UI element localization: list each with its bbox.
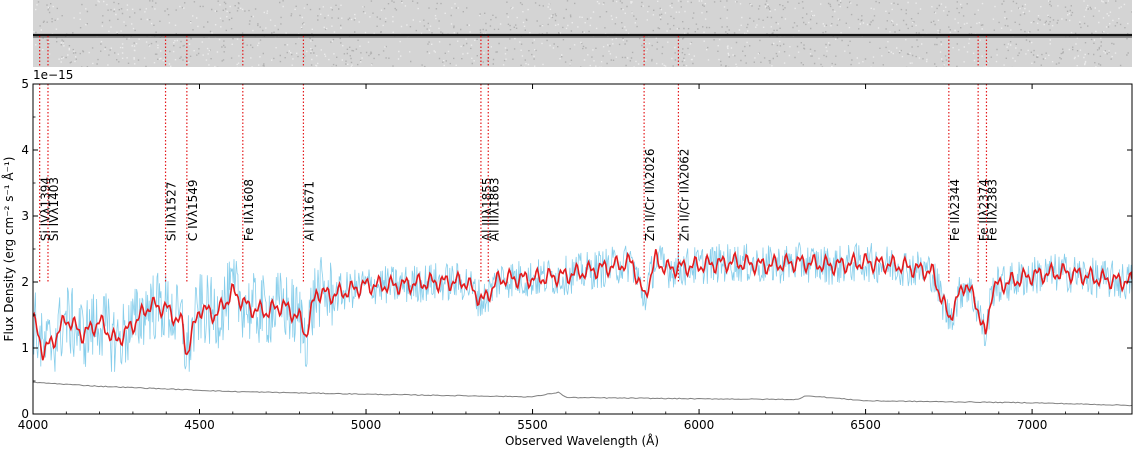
absorption-line-label: Si IVλ1394: [39, 177, 53, 241]
x-axis-ticks: 4000 4500 5000 5500 6000 6500 7000: [18, 84, 1100, 432]
spectrum-2d-background: [33, 0, 1132, 67]
absorption-line-label: Al IIIλ1855: [480, 177, 494, 241]
raw-flux-series: [33, 242, 1132, 372]
spectrum-2d-panel: [33, 0, 1132, 67]
absorption-line-label: Fe IIλ2344: [948, 179, 962, 241]
absorption-line-label: Si IIλ1527: [165, 182, 179, 241]
smoothed-flux-line: [33, 249, 1132, 361]
x-tick-label: 5500: [517, 418, 548, 432]
absorption-line-label: Si IVλ1403: [47, 177, 61, 241]
spectrum-2d-noise-dark: [35, 0, 1132, 67]
y-axis-ticks: 0 1 2 3 4 5: [21, 77, 1132, 421]
y-tick-label: 4: [21, 143, 29, 157]
smoothed-flux-series: [33, 249, 1132, 361]
y-tick-label: 1: [21, 341, 29, 355]
x-tick-label: 6500: [850, 418, 881, 432]
x-tick-label: 5000: [351, 418, 382, 432]
raw-flux-line: [33, 242, 1132, 372]
y-tick-label: 3: [21, 209, 29, 223]
y-tick-label: 5: [21, 77, 29, 91]
y-tick-label: 0: [21, 407, 29, 421]
absorption-line-label: Fe IIλ2374: [977, 179, 991, 241]
absorption-line-label: Al IIλ1671: [302, 181, 316, 241]
spectrum-2d-noise: [33, 0, 1132, 67]
y-axis-title: Flux Density (erg cm⁻² s⁻¹ Å⁻¹): [1, 157, 16, 342]
x-tick-label: 4500: [184, 418, 215, 432]
plot-background: [33, 84, 1132, 414]
y-multiplier: 1e−15: [33, 68, 73, 82]
spectrum-2d-line-markers: [39, 36, 988, 67]
x-tick-label: 4000: [18, 418, 49, 432]
absorption-line-label: Zn II/Cr IIλ2062: [677, 148, 691, 241]
error-line: [33, 381, 1132, 407]
error-series: [33, 381, 1132, 407]
absorption-line-label: C IVλ1549: [186, 180, 200, 242]
y-tick-label: 2: [21, 275, 29, 289]
absorption-line-label: Al IIIλ1863: [487, 177, 501, 241]
x-tick-label: 7000: [1017, 418, 1048, 432]
absorption-line-label: Fe IIλ2383: [986, 179, 1000, 241]
absorption-line-label: Fe IIλ1608: [242, 179, 256, 241]
x-axis-title: Observed Wavelength (Å): [505, 433, 659, 448]
x-tick-label: 6000: [684, 418, 715, 432]
absorption-line-label: Zn II/Cr IIλ2026: [643, 148, 657, 241]
